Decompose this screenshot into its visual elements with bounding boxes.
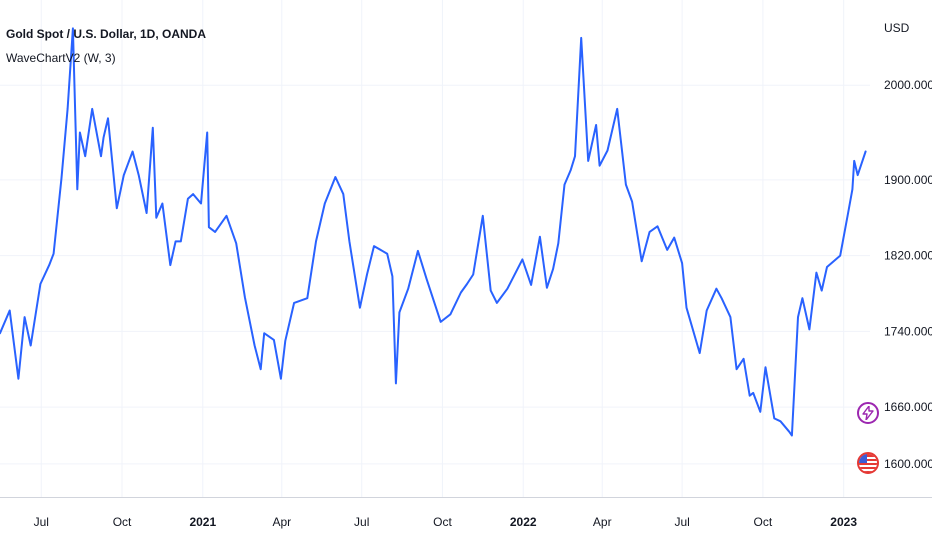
time-tick-label: Apr — [272, 515, 291, 529]
lightning-bolt-icon[interactable] — [857, 402, 879, 424]
time-tick-label: Oct — [433, 515, 452, 529]
price-tick-label: 1740.000 — [884, 324, 932, 338]
price-tick-label: 1900.000 — [884, 173, 932, 187]
us-flag-glyph — [859, 454, 877, 472]
lightning-bolt-glyph — [862, 406, 874, 420]
indicator-label[interactable]: WaveChartV2 (W, 3) — [6, 51, 116, 65]
time-tick-label: Oct — [754, 515, 773, 529]
time-tick-label: 2022 — [510, 515, 537, 529]
currency-label: USD — [884, 21, 910, 35]
grid-layer — [0, 0, 870, 497]
us-flag-icon[interactable] — [857, 452, 879, 474]
time-tick-label: 2021 — [189, 515, 216, 529]
time-tick-label: Oct — [113, 515, 132, 529]
time-tick-label: Apr — [593, 515, 612, 529]
axis-layer: 2000.000 1900.000 1820.000 1740.000 1660.000… — [0, 78, 932, 529]
time-tick-label: Jul — [354, 515, 369, 529]
series-layer — [0, 27, 867, 437]
price-series-line — [0, 27, 867, 437]
time-tick-label: Jul — [34, 515, 49, 529]
price-tick-label: 2000.000 — [884, 78, 932, 92]
time-tick-label: Jul — [674, 515, 689, 529]
price-tick-label: 1820.000 — [884, 249, 932, 263]
symbol-title[interactable]: Gold Spot / U.S. Dollar, 1D, OANDA — [6, 27, 207, 41]
time-tick-label: 2023 — [830, 515, 857, 529]
price-tick-label: 1600.000 — [884, 457, 932, 471]
price-tick-label: 1660.000 — [884, 400, 932, 414]
